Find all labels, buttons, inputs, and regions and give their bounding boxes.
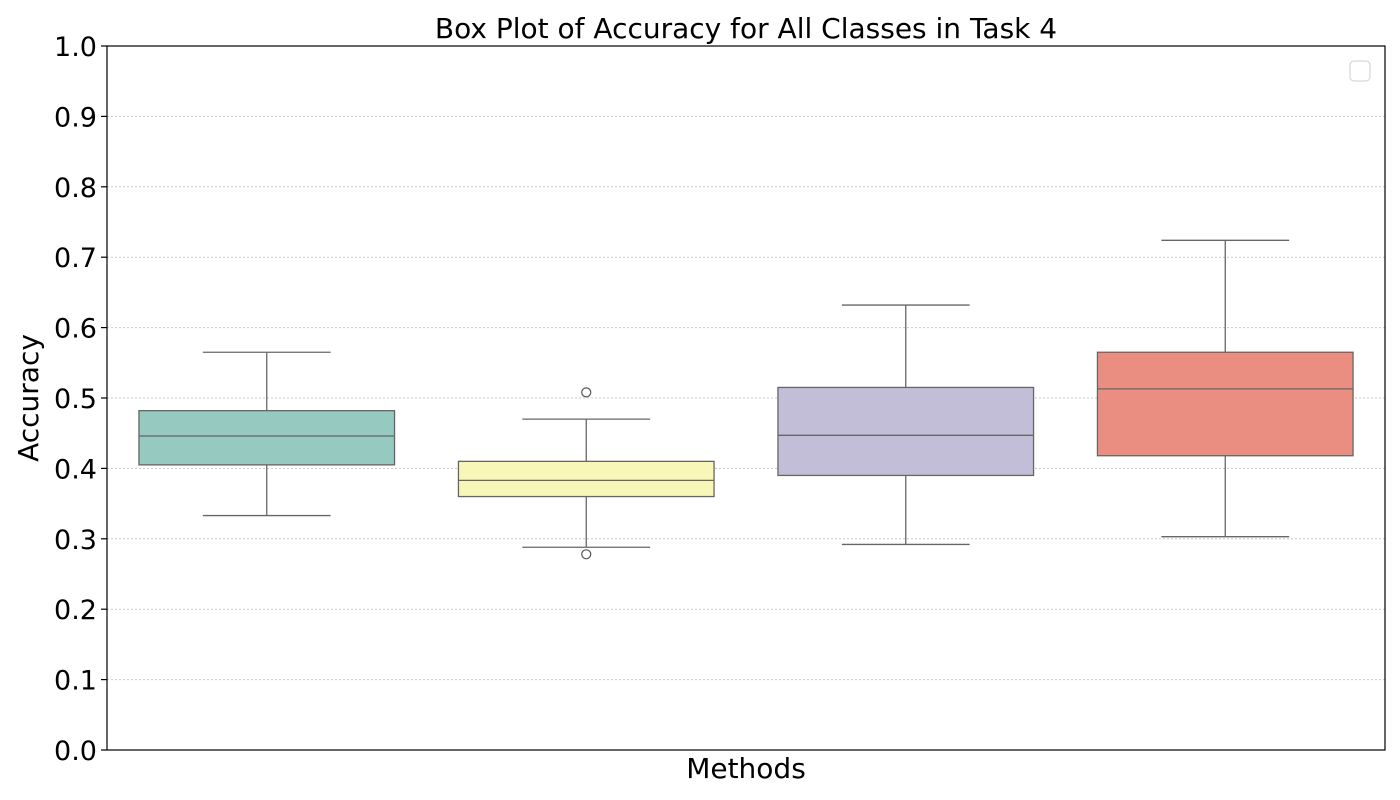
y-tick-label: 0.6: [54, 314, 97, 345]
y-tick-label: 0.0: [54, 736, 97, 767]
y-tick-label: 0.7: [54, 243, 97, 274]
y-tick-label: 0.1: [54, 666, 97, 697]
y-tick-label: 0.9: [54, 102, 97, 133]
y-tick-label: 0.8: [54, 173, 97, 204]
box-body: [777, 386, 1035, 477]
box-2: [457, 387, 715, 560]
box-body: [138, 410, 396, 466]
box-body: [1096, 351, 1354, 457]
y-tick-label: 0.2: [54, 595, 97, 626]
x-axis-label: Methods: [686, 752, 806, 785]
box-body: [457, 460, 715, 498]
box-3: [777, 304, 1035, 546]
legend-box: [1349, 60, 1371, 82]
y-tick-label: 0.5: [54, 384, 97, 415]
y-tick-label: 0.4: [54, 454, 97, 485]
chart-title: Box Plot of Accuracy for All Classes in …: [435, 12, 1057, 45]
outlier-point: [581, 549, 592, 560]
y-axis-label: Accuracy: [12, 334, 45, 462]
y-axis: 0.0 0.1 0.2 0.3 0.4 0.5 0.6 0.7 0.8 0.9 1.0: [54, 32, 107, 767]
box-4: [1096, 239, 1354, 538]
boxes-group: [138, 239, 1354, 560]
y-tick-label: 0.3: [54, 525, 97, 556]
outlier-point: [581, 387, 592, 398]
y-tick-label: 1.0: [54, 32, 97, 63]
box-1: [138, 351, 396, 517]
